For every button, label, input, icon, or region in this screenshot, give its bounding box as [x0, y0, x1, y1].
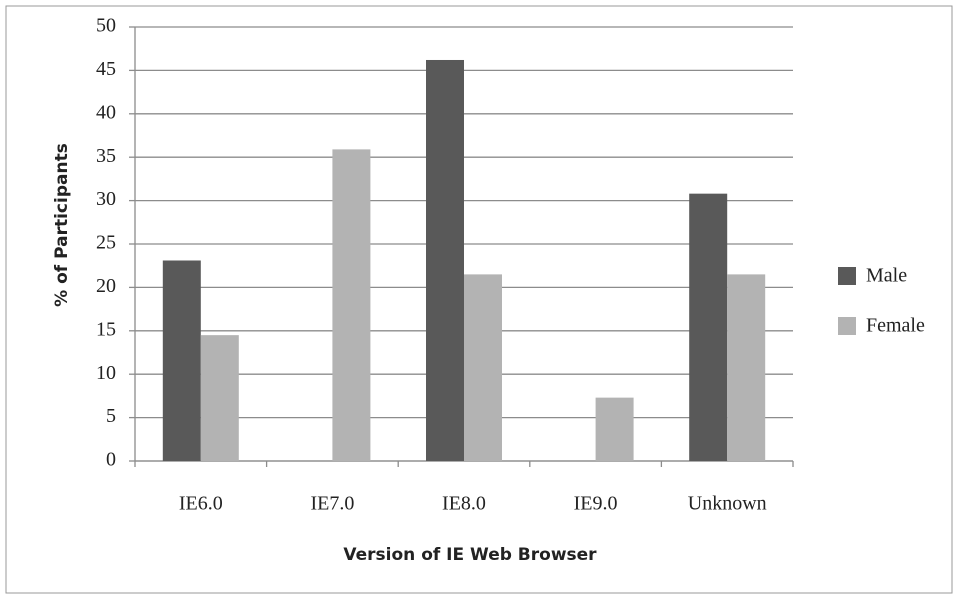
- bar: [426, 59, 464, 461]
- y-tick-label: 30: [96, 188, 116, 210]
- legend-swatch: [838, 317, 856, 335]
- x-tick-label: Unknown: [688, 493, 767, 515]
- y-tick-label: 25: [96, 232, 116, 254]
- bar: [689, 193, 728, 461]
- legend-label: Female: [866, 315, 925, 337]
- x-tick-label: IE8.0: [442, 493, 486, 515]
- legend-label: Male: [866, 265, 907, 287]
- bar: [332, 149, 371, 461]
- y-tick-label: 20: [96, 275, 116, 297]
- bar: [464, 274, 502, 461]
- y-axis-title: % of Participants: [52, 143, 72, 307]
- bar: [727, 274, 766, 461]
- y-tick-label: 45: [96, 58, 116, 80]
- legend-swatch: [838, 267, 856, 285]
- x-tick-label: IE6.0: [179, 493, 223, 515]
- y-tick-label: 10: [96, 362, 116, 384]
- y-tick-label: 15: [96, 318, 116, 340]
- bar: [162, 260, 201, 461]
- x-axis-title: Version of IE Web Browser: [343, 545, 597, 565]
- bar: [595, 397, 634, 461]
- y-tick-label: 5: [106, 405, 116, 427]
- x-tick-label: IE7.0: [310, 493, 354, 515]
- y-tick-label: 35: [96, 145, 116, 167]
- y-tick-label: 0: [106, 449, 116, 471]
- y-tick-label: 40: [96, 101, 116, 123]
- x-tick-label: IE9.0: [574, 493, 618, 515]
- y-tick-label: 50: [96, 15, 116, 37]
- bar: [200, 335, 239, 461]
